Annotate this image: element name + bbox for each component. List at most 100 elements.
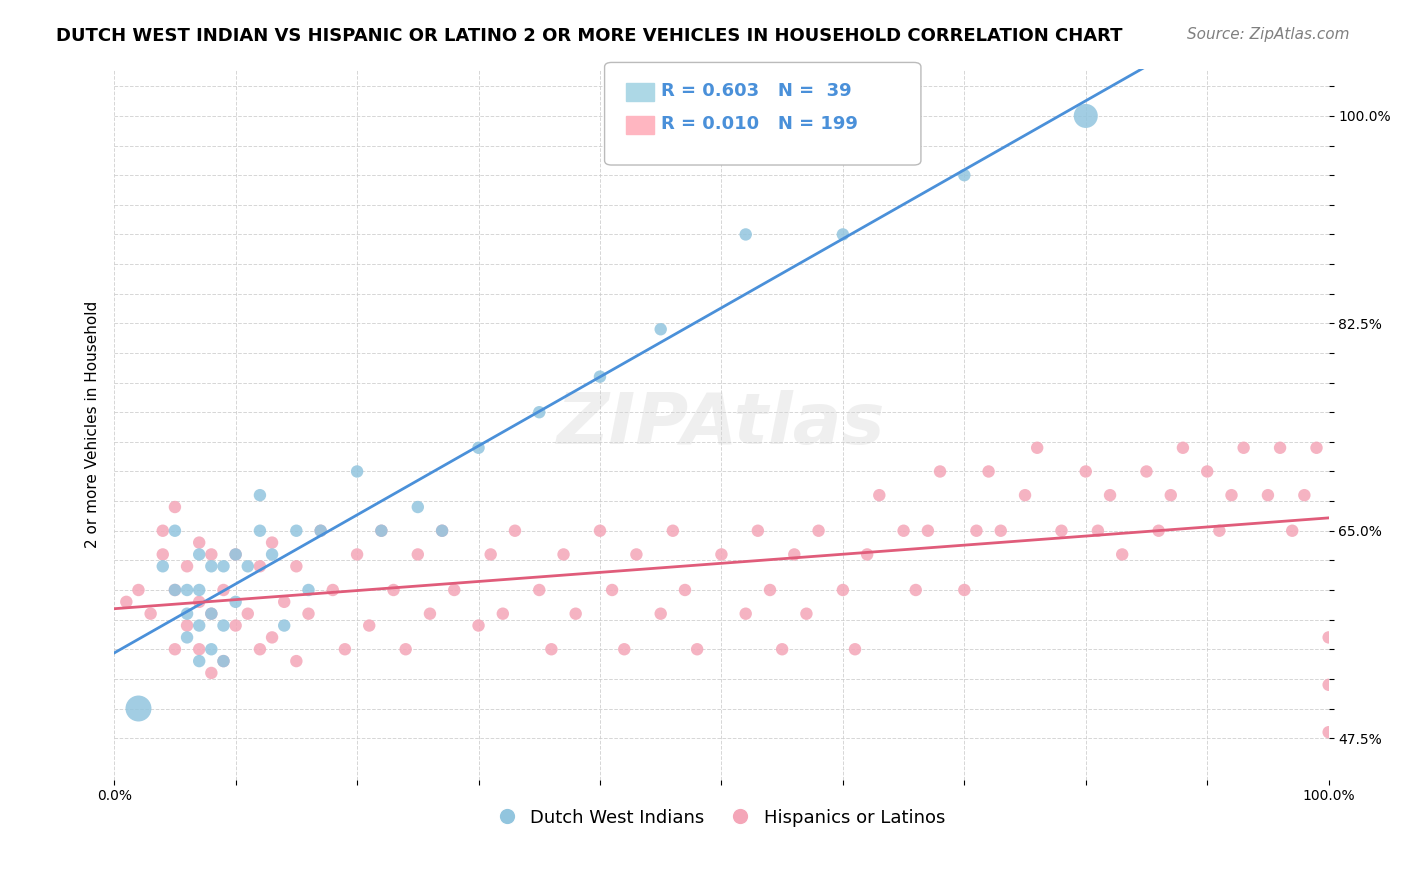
Point xyxy=(953,168,976,182)
Point xyxy=(322,582,344,597)
Point xyxy=(273,618,295,632)
Point xyxy=(1087,524,1109,538)
Point xyxy=(540,642,562,657)
Point xyxy=(406,500,429,514)
Point xyxy=(359,618,381,632)
Point xyxy=(225,618,247,632)
Point xyxy=(176,618,198,632)
Point xyxy=(236,559,259,574)
Point xyxy=(759,582,782,597)
Point xyxy=(650,607,672,621)
Point xyxy=(1147,524,1170,538)
Point xyxy=(856,548,879,562)
Point xyxy=(163,582,186,597)
Point xyxy=(747,524,769,538)
Point xyxy=(1208,524,1230,538)
Point xyxy=(443,582,465,597)
Point xyxy=(115,595,138,609)
Point xyxy=(770,642,793,657)
Point xyxy=(673,582,696,597)
Point xyxy=(163,642,186,657)
Point xyxy=(188,618,211,632)
Point xyxy=(1257,488,1279,502)
Point xyxy=(1233,441,1256,455)
Point xyxy=(977,465,1000,479)
Point xyxy=(1317,725,1340,739)
Point xyxy=(249,488,271,502)
Point xyxy=(395,642,418,657)
Point xyxy=(953,582,976,597)
Point xyxy=(844,642,866,657)
Point xyxy=(200,548,222,562)
Point xyxy=(127,582,149,597)
Point xyxy=(1317,678,1340,692)
Point xyxy=(419,607,441,621)
Point xyxy=(1197,465,1219,479)
Point xyxy=(212,654,235,668)
Y-axis label: 2 or more Vehicles in Household: 2 or more Vehicles in Household xyxy=(86,301,100,548)
Point xyxy=(1294,488,1316,502)
Point xyxy=(503,524,526,538)
Point xyxy=(262,548,284,562)
Point xyxy=(212,559,235,574)
Point xyxy=(176,559,198,574)
Point xyxy=(262,631,284,645)
Point xyxy=(492,607,515,621)
Point xyxy=(1111,548,1133,562)
Point xyxy=(686,642,709,657)
Point xyxy=(553,548,575,562)
Point xyxy=(1026,441,1049,455)
Point xyxy=(225,595,247,609)
Point xyxy=(200,607,222,621)
Point xyxy=(346,465,368,479)
Point xyxy=(139,607,162,621)
Point xyxy=(917,524,939,538)
Point xyxy=(163,524,186,538)
Point xyxy=(176,582,198,597)
Point xyxy=(589,369,612,384)
Point xyxy=(309,524,332,538)
Point xyxy=(1220,488,1243,502)
Legend: Dutch West Indians, Hispanics or Latinos: Dutch West Indians, Hispanics or Latinos xyxy=(491,802,952,835)
Point xyxy=(662,524,685,538)
Point xyxy=(529,405,551,419)
Point xyxy=(831,227,853,242)
Point xyxy=(163,582,186,597)
Point xyxy=(734,227,756,242)
Point xyxy=(430,524,453,538)
Point xyxy=(1074,109,1097,123)
Point xyxy=(188,642,211,657)
Point xyxy=(990,524,1012,538)
Point xyxy=(1171,441,1194,455)
Point xyxy=(200,642,222,657)
Point xyxy=(236,607,259,621)
Point xyxy=(225,548,247,562)
Point xyxy=(904,582,927,597)
Point xyxy=(710,548,733,562)
Point xyxy=(734,607,756,621)
Point xyxy=(1305,441,1327,455)
Point xyxy=(297,582,319,597)
Point xyxy=(1074,465,1097,479)
Point xyxy=(613,642,636,657)
Point xyxy=(783,548,806,562)
Point xyxy=(600,582,623,597)
Point xyxy=(152,548,174,562)
Point xyxy=(965,524,987,538)
Point xyxy=(212,582,235,597)
Point xyxy=(225,548,247,562)
Point xyxy=(188,595,211,609)
Point xyxy=(1317,631,1340,645)
Text: DUTCH WEST INDIAN VS HISPANIC OR LATINO 2 OR MORE VEHICLES IN HOUSEHOLD CORRELAT: DUTCH WEST INDIAN VS HISPANIC OR LATINO … xyxy=(56,27,1123,45)
Point xyxy=(188,654,211,668)
Text: Source: ZipAtlas.com: Source: ZipAtlas.com xyxy=(1187,27,1350,42)
Point xyxy=(249,524,271,538)
Point xyxy=(249,559,271,574)
Point xyxy=(212,654,235,668)
Point xyxy=(273,595,295,609)
Point xyxy=(163,500,186,514)
Point xyxy=(831,582,853,597)
Point xyxy=(346,548,368,562)
Point xyxy=(262,535,284,549)
Point xyxy=(479,548,502,562)
